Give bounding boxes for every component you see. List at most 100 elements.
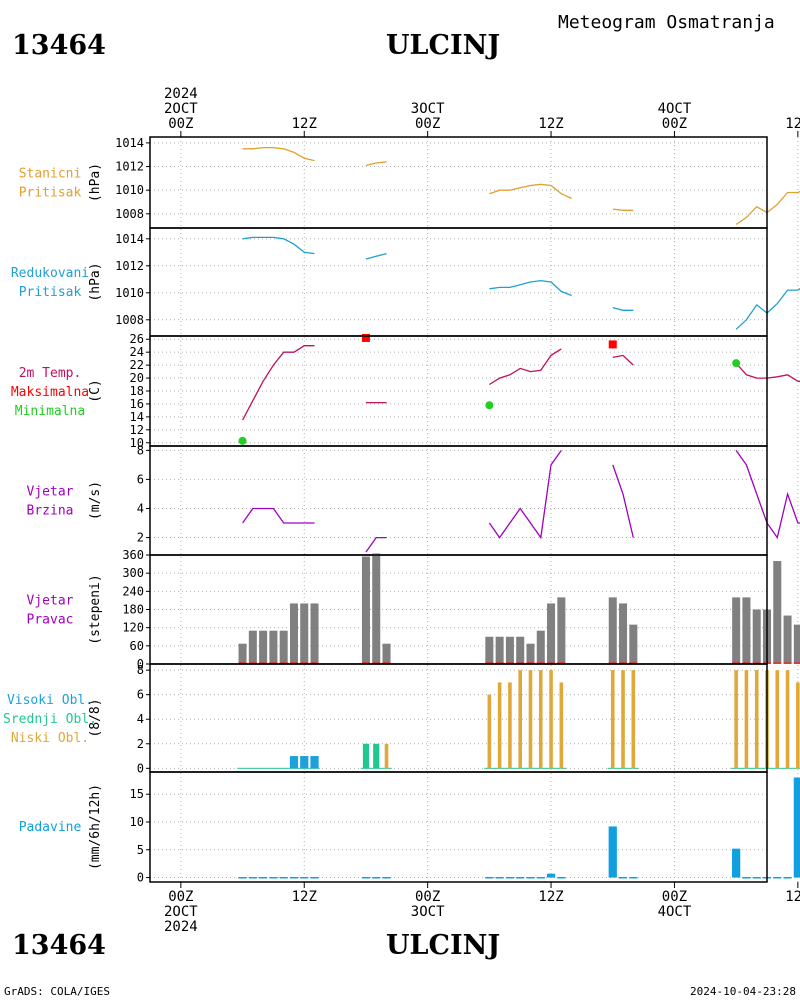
y-tick-label: 6 xyxy=(137,472,144,486)
wind-direction-bar xyxy=(495,636,504,664)
panel-label: Visoki Obl. xyxy=(7,693,93,708)
y-tick-label: 10 xyxy=(130,815,144,829)
precip-bar xyxy=(608,826,617,878)
cloud-bar xyxy=(497,682,502,769)
series-line xyxy=(365,161,387,167)
cloud-bar xyxy=(508,682,512,769)
precip-bar xyxy=(526,877,535,879)
min-temp-marker xyxy=(485,401,494,410)
y-tick-label: 26 xyxy=(130,332,144,346)
series-line xyxy=(242,236,315,255)
y-tick-label: 24 xyxy=(130,345,144,359)
footer-timestamp: 2024-10-04-23:28 xyxy=(690,985,796,998)
wind-direction-bar xyxy=(259,630,268,664)
wind-direction-bar xyxy=(516,636,525,664)
wind-direction-bar xyxy=(361,556,370,664)
wind-direction-bar xyxy=(773,561,782,664)
panel-label: Srednji Obl. xyxy=(3,712,97,727)
panel-label: Padavine xyxy=(19,820,82,835)
precip-bar xyxy=(259,877,268,879)
wind-direction-bar xyxy=(619,603,628,664)
y-tick-label: 0 xyxy=(137,657,144,671)
series-line xyxy=(489,183,572,200)
precip-bar xyxy=(516,877,525,879)
precip-bar xyxy=(279,877,288,879)
wind-direction-bar xyxy=(300,603,309,664)
footer-source: GrADS: COLA/IGES xyxy=(4,985,110,998)
y-tick-label: 1008 xyxy=(115,313,144,327)
x-tick-label-bottom: 00Z xyxy=(415,889,440,905)
series-line xyxy=(489,279,572,297)
y-tick-label: 16 xyxy=(130,397,144,411)
wind-direction-bar xyxy=(382,643,391,664)
series-line xyxy=(242,146,315,162)
precip-bar xyxy=(269,877,278,879)
panel-label: Vjetar xyxy=(27,485,74,500)
cloud-bar xyxy=(631,670,636,769)
x-tick-label-top: 12Z xyxy=(785,116,800,132)
precip-bar xyxy=(300,877,309,879)
precip-bar xyxy=(382,877,391,879)
cloud-bar xyxy=(373,743,380,769)
y-tick-label: 1014 xyxy=(115,136,144,150)
max-temp-marker xyxy=(361,333,370,342)
x-tick-label-bottom: 00Z xyxy=(662,889,687,905)
y-tick-label: 4 xyxy=(137,712,144,726)
y-tick-label: 10 xyxy=(130,436,144,450)
y-tick-label: 20 xyxy=(130,371,144,385)
precip-bar xyxy=(629,877,638,879)
precip-bar xyxy=(372,877,381,879)
y-tick-label: 14 xyxy=(130,410,144,424)
x-tick-label-top: 12Z xyxy=(292,116,317,132)
wind-direction-bar xyxy=(485,636,494,664)
precip-bar xyxy=(773,877,782,879)
y-tick-label: 1012 xyxy=(115,160,144,174)
x-tick-label-top: 3OCT xyxy=(411,101,445,117)
panel-frame xyxy=(149,136,768,229)
y-tick-label: 360 xyxy=(122,548,144,562)
series-line xyxy=(242,507,315,524)
panel-label: Minimalna xyxy=(15,404,85,419)
panel-unit: (hPa) xyxy=(88,262,103,301)
wind-direction-bar xyxy=(248,630,257,664)
wind-direction-bar xyxy=(783,615,792,664)
x-tick-label-top: 4OCT xyxy=(658,101,692,117)
cloud-bar xyxy=(734,670,738,769)
panel-frame xyxy=(149,445,768,556)
y-tick-label: 8 xyxy=(137,663,144,677)
y-tick-label: 120 xyxy=(122,621,144,635)
wind-direction-bar xyxy=(732,597,741,664)
series-line xyxy=(735,450,800,540)
cloud-bar xyxy=(300,756,309,769)
series-line xyxy=(735,190,800,226)
cloud-bar xyxy=(754,670,759,769)
series-line xyxy=(612,464,634,538)
precip-bar xyxy=(505,877,515,879)
wind-direction-bar xyxy=(269,630,278,664)
precip-bar xyxy=(793,777,800,878)
cloud-bar xyxy=(621,670,625,769)
x-tick-label-top: 00Z xyxy=(415,116,440,132)
min-temp-marker xyxy=(732,359,741,368)
y-tick-label: 22 xyxy=(130,358,144,372)
cloud-bar xyxy=(487,694,492,769)
panel-label: 2m Temp. xyxy=(19,366,82,381)
panel-label: Vjetar xyxy=(27,594,74,609)
precip-bar xyxy=(310,877,319,879)
x-tick-label-top: 00Z xyxy=(168,116,193,132)
station-name-bottom: ULCINJ xyxy=(386,930,501,961)
series-line xyxy=(735,362,800,382)
wind-direction-bar xyxy=(279,630,288,664)
wind-direction-bar xyxy=(557,597,566,664)
y-tick-label: 300 xyxy=(122,566,144,580)
cloud-bar xyxy=(384,743,389,769)
panel-unit: (C) xyxy=(88,379,103,402)
y-tick-label: 1014 xyxy=(115,232,144,246)
precip-bar xyxy=(546,873,556,878)
wind-direction-bar xyxy=(526,643,535,664)
y-tick-label: 8 xyxy=(137,443,144,457)
x-tick-label-top: 2OCT xyxy=(164,101,198,117)
y-tick-label: 60 xyxy=(130,639,144,653)
precip-bar xyxy=(485,877,494,879)
cloud-bar xyxy=(559,682,564,769)
